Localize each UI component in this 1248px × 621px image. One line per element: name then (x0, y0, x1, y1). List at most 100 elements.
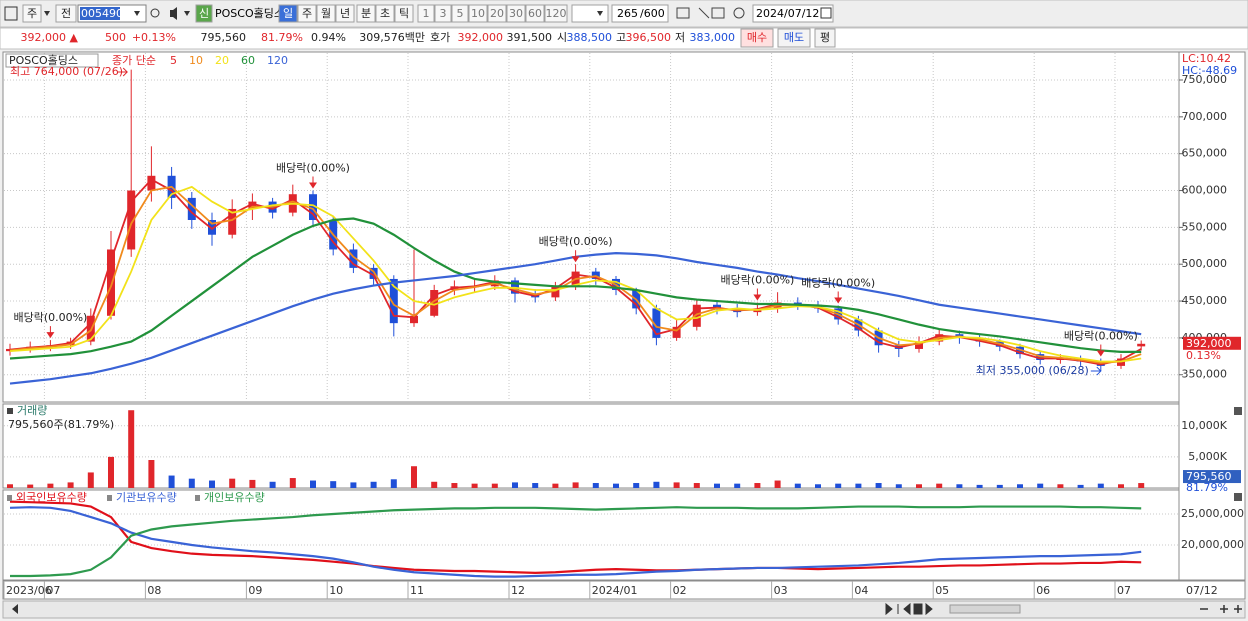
volume-bar (552, 483, 559, 488)
info-rate: +0.13% (132, 31, 176, 44)
volume-title: 거래량 (17, 404, 47, 417)
toolbar-button[interactable] (375, 4, 395, 23)
info-price: 392,000 ▲ (21, 31, 79, 44)
candle-body (107, 249, 115, 316)
info-open: 388,500 (567, 31, 613, 44)
candle-body (793, 302, 802, 305)
info-ask: 392,000 (458, 31, 504, 44)
volume-bar (7, 484, 13, 488)
scroll-left[interactable] (12, 604, 18, 614)
toolbar-label: 30 (509, 7, 523, 20)
toolbar-button[interactable] (195, 4, 213, 23)
volume-bar (936, 483, 943, 488)
order-button[interactable] (740, 28, 774, 48)
dropdown-arrow[interactable] (134, 11, 140, 16)
y-tick-label: 450,000 (1182, 294, 1228, 307)
high-label: 최고 764,000 (07/26) (10, 65, 123, 78)
toolbar-button[interactable] (335, 4, 355, 23)
toolbar-button[interactable] (544, 4, 568, 23)
legend-entry: 기관보유수량 (116, 491, 177, 504)
volume-bar (27, 484, 34, 488)
sound-icon[interactable] (170, 7, 190, 20)
tool-icons[interactable] (676, 7, 745, 19)
toolbar-button[interactable] (525, 4, 545, 23)
volume-bar (1017, 484, 1023, 488)
candle-body (309, 194, 317, 220)
volume-bar (734, 483, 741, 488)
legend-entry: 외국인보유수량 (16, 491, 87, 504)
zoom-slider[interactable] (949, 604, 1021, 614)
toolbar-button[interactable] (55, 4, 77, 23)
volume-bar (996, 484, 1003, 488)
toolbar-button[interactable] (468, 4, 488, 23)
dropdown-arrow[interactable] (44, 11, 50, 16)
ex-dividend-arrow (309, 182, 317, 189)
volume-bar (491, 483, 498, 488)
order-button[interactable] (814, 28, 836, 48)
toolbar-button[interactable] (487, 4, 507, 23)
toolbar-button[interactable] (356, 4, 376, 23)
low-arrow (1090, 366, 1102, 376)
toolbar-button[interactable] (316, 4, 336, 23)
info-bid: 391,500 (507, 31, 553, 44)
last-volume-rate: 81.79% (1186, 481, 1228, 494)
volume-bar (1057, 484, 1064, 488)
volume-bar (229, 478, 236, 488)
ex-dividend-label: 배당락(0.00%) (801, 276, 875, 289)
toolbar-button[interactable] (278, 4, 298, 23)
interval-select[interactable] (571, 4, 609, 23)
toolbar-button[interactable] (434, 4, 452, 23)
candle-body (389, 278, 398, 324)
toolbar-button[interactable] (22, 4, 42, 23)
toolbar-button[interactable] (394, 4, 414, 23)
scroll-controls[interactable] (885, 602, 933, 616)
info-amount: 309,576백만 (359, 31, 425, 44)
x-tick-label: 02 (673, 584, 687, 597)
volume-bar (209, 480, 215, 488)
toolbar-button[interactable] (451, 4, 469, 23)
candle-body (208, 220, 216, 235)
order-avg: 평 (820, 31, 830, 44)
volume-bar (1138, 483, 1145, 488)
zoom-buttons[interactable] (1200, 605, 1242, 613)
volume-bar (855, 483, 862, 488)
count-input[interactable] (611, 4, 669, 23)
x-tick-label: 2023/06 (6, 584, 52, 597)
scrollbar[interactable] (2, 600, 1246, 619)
last-volume: 795,560 (1186, 470, 1232, 483)
candle-body (672, 326, 681, 338)
toolbar-label: 3 (440, 7, 447, 20)
volume-bar (451, 483, 458, 488)
date-input[interactable] (752, 4, 834, 23)
legend-title: POSCO홀딩스 (9, 54, 78, 67)
volume-bar (895, 484, 902, 488)
stock-name: POSCO홀딩스 (215, 7, 284, 20)
volume-bar (613, 483, 619, 488)
volume-bar (633, 483, 640, 488)
volume-bar (532, 483, 539, 488)
order-button[interactable] (777, 28, 811, 48)
volume-bar (188, 478, 195, 488)
date: 2024/07/12 (756, 7, 819, 20)
menu-icon[interactable] (4, 6, 18, 21)
volume-bar (754, 483, 761, 488)
info-volume: 795,560 (201, 31, 247, 44)
toolbar-label: 틱 (399, 7, 409, 20)
panel-close[interactable] (1234, 493, 1242, 501)
candle-body (228, 208, 237, 235)
volume-bar (1077, 484, 1084, 488)
x-tick-label: 12 (511, 584, 525, 597)
toolbar-label: 년 (340, 7, 350, 20)
toolbar-button[interactable] (506, 4, 526, 23)
last-change: 0.13% (1186, 349, 1221, 362)
toolbar-button[interactable] (297, 4, 317, 23)
moving-average (9, 185, 1142, 364)
search-icon[interactable] (150, 8, 160, 18)
calendar-icon[interactable] (820, 7, 832, 19)
code-highlight (80, 7, 120, 20)
panel-close[interactable] (1234, 407, 1242, 415)
toolbar-button[interactable] (417, 4, 435, 23)
toolbar-label: 120 (546, 7, 567, 20)
x-tick-label: 05 (935, 584, 949, 597)
